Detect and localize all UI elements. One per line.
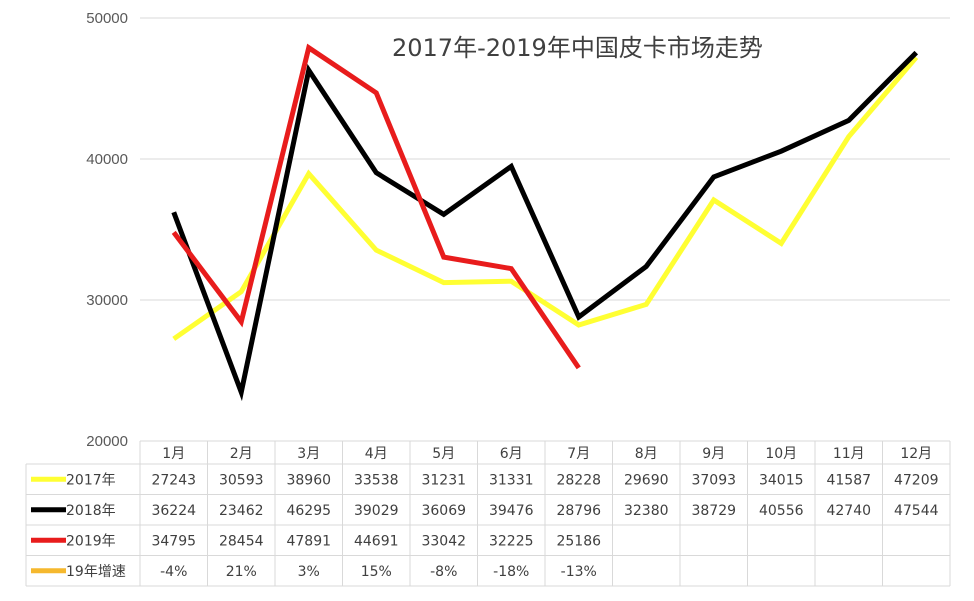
legend-label: 2017年 [66, 472, 116, 488]
data-label: -13% [561, 564, 597, 580]
data-table: 1月 2月 3月 4月 5月 6月 7月 8月 9月 10月 11月 12月 2017年 27243 305… [25, 440, 951, 587]
data-label: -8% [430, 564, 457, 580]
x-tick-label: 11月 [833, 446, 865, 462]
y-tick-label: 20000 [86, 433, 128, 450]
data-label: 36069 [421, 503, 466, 519]
data-label: 33042 [421, 533, 466, 549]
data-label: 27243 [151, 472, 196, 488]
data-label: 15% [361, 564, 392, 580]
data-label: 31331 [489, 472, 534, 488]
data-label: 30593 [219, 472, 264, 488]
data-label: 34015 [759, 472, 804, 488]
x-tick-label: 3月 [297, 446, 320, 462]
x-tick-label: 1月 [162, 446, 185, 462]
data-label: 39029 [354, 503, 399, 519]
data-label: 28796 [556, 503, 601, 519]
legend-label: 2019年 [66, 533, 116, 549]
legend-label: 2018年 [66, 503, 116, 519]
data-label: 46295 [286, 503, 331, 519]
y-tick-label: 40000 [86, 151, 128, 168]
data-label: 39476 [489, 503, 534, 519]
x-tick-label: 9月 [702, 446, 725, 462]
x-tick-label: 5月 [432, 446, 455, 462]
data-label: 33538 [354, 472, 399, 488]
x-tick-label: 6月 [500, 446, 523, 462]
series-line-2 [171, 50, 919, 402]
data-label: 41587 [826, 472, 871, 488]
data-label: 25186 [556, 533, 601, 549]
data-label: 23462 [219, 503, 264, 519]
x-tick-label: 8月 [635, 446, 658, 462]
data-label: 42740 [826, 503, 871, 519]
legend-label: 19年增速 [66, 564, 126, 580]
series-line-1 [172, 55, 919, 341]
x-tick-label: 7月 [567, 446, 590, 462]
y-tick-label: 30000 [86, 292, 128, 309]
x-tick-label: 4月 [365, 446, 388, 462]
data-label: 47891 [286, 533, 331, 549]
series-line-3 [171, 43, 581, 370]
data-label: 32380 [624, 503, 669, 519]
chart-title: 2017年-2019年中国皮卡市场走势 [392, 34, 763, 62]
x-tick-label: 10月 [765, 446, 797, 462]
data-label: 40556 [759, 503, 804, 519]
y-tick-label: 50000 [86, 10, 128, 27]
data-label: -18% [493, 564, 529, 580]
data-label: 37093 [691, 472, 736, 488]
data-label: 32225 [489, 533, 534, 549]
data-label: 28228 [556, 472, 601, 488]
data-label: 31231 [421, 472, 466, 488]
series-lines [171, 43, 919, 402]
data-label: 3% [298, 564, 320, 580]
data-label: 38960 [286, 472, 331, 488]
data-label: 29690 [624, 472, 669, 488]
data-label: 38729 [691, 503, 736, 519]
y-axis: 20000 30000 40000 50000 [86, 10, 128, 450]
x-tick-label: 12月 [900, 446, 932, 462]
data-label: 47544 [894, 503, 939, 519]
data-label: 36224 [151, 503, 196, 519]
data-label: 28454 [219, 533, 264, 549]
x-tick-label: 2月 [230, 446, 253, 462]
data-label: 47209 [894, 472, 939, 488]
data-label: 44691 [354, 533, 399, 549]
data-label: 34795 [151, 533, 196, 549]
data-label: 21% [226, 564, 257, 580]
data-label: -4% [160, 564, 187, 580]
